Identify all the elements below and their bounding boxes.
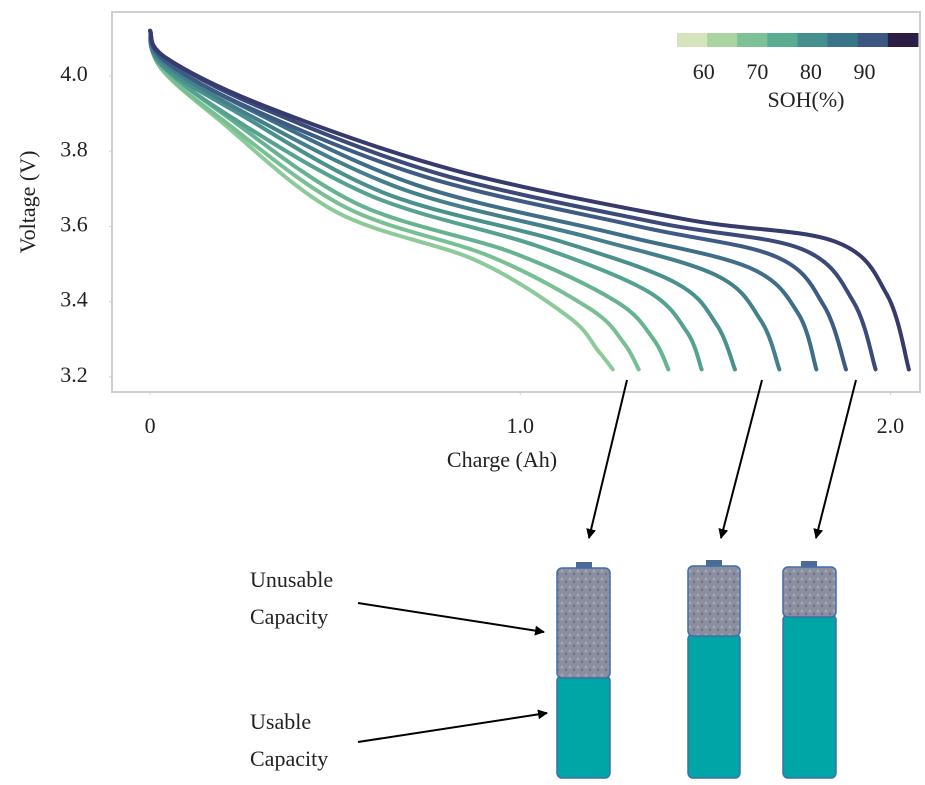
line-series	[150, 31, 909, 370]
y-axis-label: Voltage (V)	[15, 151, 40, 254]
line-series	[150, 31, 639, 370]
colorbar-tick-label: 90	[853, 59, 875, 84]
x-axis-label: Charge (Ah)	[447, 447, 557, 472]
arrow	[358, 603, 544, 632]
plot-frame	[112, 12, 920, 392]
arrow	[816, 380, 856, 538]
x-tick-label: 0	[145, 413, 156, 438]
unusable-capacity	[688, 566, 740, 636]
unusable-capacity	[557, 568, 610, 678]
line-series	[150, 31, 701, 370]
y-tick-label: 3.6	[60, 212, 88, 237]
x-tick-label: 2.0	[877, 413, 905, 438]
colorbar-swatch	[767, 33, 798, 47]
annotation: Capacity	[250, 746, 328, 771]
colorbar-tick-label: 70	[746, 59, 768, 84]
colorbar-swatch	[677, 33, 708, 47]
battery-diagram	[557, 560, 836, 778]
line-series	[150, 31, 846, 370]
arrow	[721, 380, 762, 538]
y-tick-label: 3.4	[60, 287, 88, 312]
y-tick-label: 3.2	[60, 362, 88, 387]
colorbar-swatch	[798, 33, 829, 47]
unusable-capacity	[783, 567, 836, 617]
usable-capacity	[557, 676, 610, 778]
usable-capacity	[783, 615, 836, 778]
y-tick-label: 4.0	[60, 61, 88, 86]
colorbar-swatch	[858, 33, 889, 47]
line-series	[150, 31, 816, 370]
colorbar-swatch	[888, 33, 919, 47]
usable-capacity	[688, 634, 740, 778]
annotation: Capacity	[250, 604, 328, 629]
colorbar-tick-label: 60	[693, 59, 715, 84]
arrow	[589, 380, 627, 538]
y-tick-label: 3.8	[60, 136, 88, 161]
annotation: Usable	[250, 709, 311, 734]
colorbar-tick-label: 80	[800, 59, 822, 84]
x-tick-label: 1.0	[507, 413, 535, 438]
colorbar-swatch	[737, 33, 768, 47]
colorbar-swatch	[828, 33, 859, 47]
colorbar-label: SOH(%)	[768, 87, 845, 112]
arrow	[358, 713, 547, 742]
chart: Charge (Ah) Voltage (V) SOH(%) Unusable …	[0, 0, 925, 780]
annotation: Unusable	[250, 567, 333, 592]
colorbar-swatch	[707, 33, 738, 47]
